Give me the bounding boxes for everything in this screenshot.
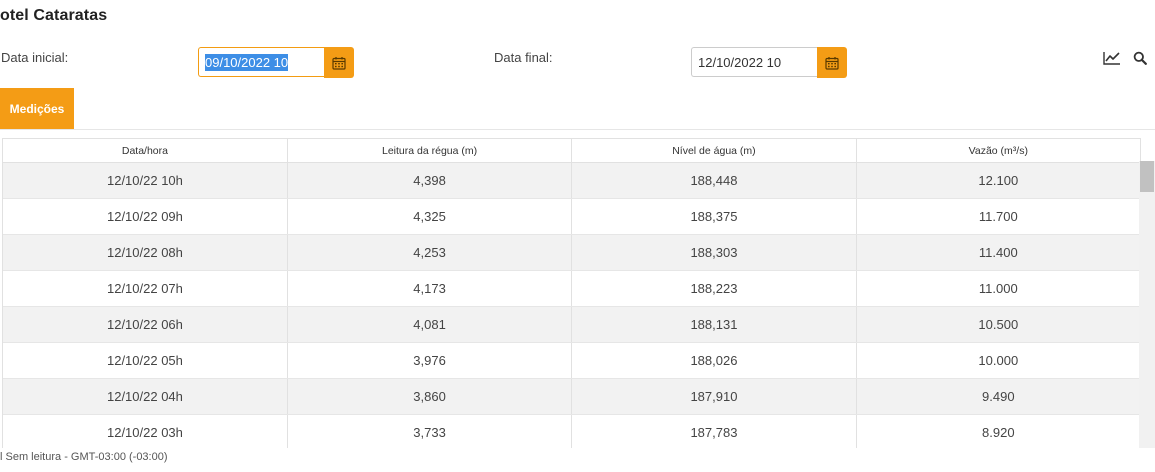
start-date-input[interactable]: 09/10/2022 10 [198, 47, 324, 77]
scrollbar-thumb[interactable] [1140, 161, 1154, 192]
table-scrollbar[interactable] [1139, 161, 1155, 448]
cell-gauge-reading: 4,325 [287, 198, 573, 235]
calendar-icon [332, 56, 346, 70]
cell-water-level: 188,303 [571, 234, 857, 271]
cell-flow: 11.000 [856, 270, 1141, 307]
table-row: 12/10/22 08h 4,253 188,303 11.400 [3, 234, 1141, 271]
cell-water-level: 188,223 [571, 270, 857, 307]
column-header-flow[interactable]: Vazão (m³/s) [856, 138, 1141, 163]
cell-datetime: 12/10/22 04h [3, 378, 288, 415]
cell-water-level: 188,026 [571, 342, 857, 379]
cell-gauge-reading: 3,860 [287, 378, 573, 415]
tab-medicoes[interactable]: Medições [0, 88, 74, 129]
cell-flow: 9.490 [856, 378, 1141, 415]
cell-datetime: 12/10/22 08h [3, 234, 288, 271]
table-row: 12/10/22 03h 3,733 187,783 8.920 [3, 414, 1141, 448]
cell-flow: 10.500 [856, 306, 1141, 343]
end-date-input[interactable]: 12/10/2022 10 [691, 47, 818, 77]
cell-flow: 12.100 [856, 162, 1141, 199]
page-title: otel Cataratas [0, 7, 108, 24]
table-row: 12/10/22 06h 4,081 188,131 10.500 [3, 306, 1141, 343]
cell-gauge-reading: 3,976 [287, 342, 573, 379]
tab-divider [0, 129, 1155, 130]
start-date-value: 09/10/2022 10 [205, 53, 289, 71]
cell-gauge-reading: 3,733 [287, 414, 573, 448]
cell-flow: 11.700 [856, 198, 1141, 235]
cell-datetime: 12/10/22 09h [3, 198, 288, 235]
timezone-footer: l Sem leitura - GMT-03:00 (-03:00) [0, 451, 168, 463]
cell-gauge-reading: 4,253 [287, 234, 573, 271]
cell-datetime: 12/10/22 05h [3, 342, 288, 379]
cell-gauge-reading: 4,081 [287, 306, 573, 343]
table-row: 12/10/22 04h 3,860 187,910 9.490 [3, 378, 1141, 415]
cell-water-level: 187,910 [571, 378, 857, 415]
cell-water-level: 187,783 [571, 414, 857, 448]
start-date-label: Data inicial: [1, 50, 69, 65]
table-row: 12/10/22 10h 4,398 188,448 12.100 [3, 162, 1141, 199]
column-header-gauge-reading[interactable]: Leitura da régua (m) [287, 138, 573, 163]
table-row: 12/10/22 05h 3,976 188,026 10.000 [3, 342, 1141, 379]
line-chart-icon[interactable] [1102, 48, 1122, 68]
cell-flow: 8.920 [856, 414, 1141, 448]
cell-water-level: 188,131 [571, 306, 857, 343]
column-header-datetime[interactable]: Data/hora [3, 138, 288, 163]
cell-water-level: 188,375 [571, 198, 857, 235]
table-row: 12/10/22 09h 4,325 188,375 11.700 [3, 198, 1141, 235]
column-header-water-level[interactable]: Nível de água (m) [571, 138, 857, 163]
start-date-calendar-button[interactable] [324, 47, 354, 78]
cell-datetime: 12/10/22 07h [3, 270, 288, 307]
cell-datetime: 12/10/22 10h [3, 162, 288, 199]
measurements-table: Data/hora Leitura da régua (m) Nível de … [2, 138, 1141, 448]
cell-gauge-reading: 4,173 [287, 270, 573, 307]
cell-datetime: 12/10/22 06h [3, 306, 288, 343]
search-icon[interactable] [1130, 48, 1150, 68]
calendar-icon [825, 56, 839, 70]
end-date-calendar-button[interactable] [817, 47, 847, 78]
cell-gauge-reading: 4,398 [287, 162, 573, 199]
end-date-label: Data final: [494, 50, 553, 65]
end-date-value: 12/10/2022 10 [698, 54, 782, 70]
cell-flow: 10.000 [856, 342, 1141, 379]
table-row: 12/10/22 07h 4,173 188,223 11.000 [3, 270, 1141, 307]
cell-datetime: 12/10/22 03h [3, 414, 288, 448]
table-header-row: Data/hora Leitura da régua (m) Nível de … [3, 138, 1141, 163]
cell-flow: 11.400 [856, 234, 1141, 271]
cell-water-level: 188,448 [571, 162, 857, 199]
